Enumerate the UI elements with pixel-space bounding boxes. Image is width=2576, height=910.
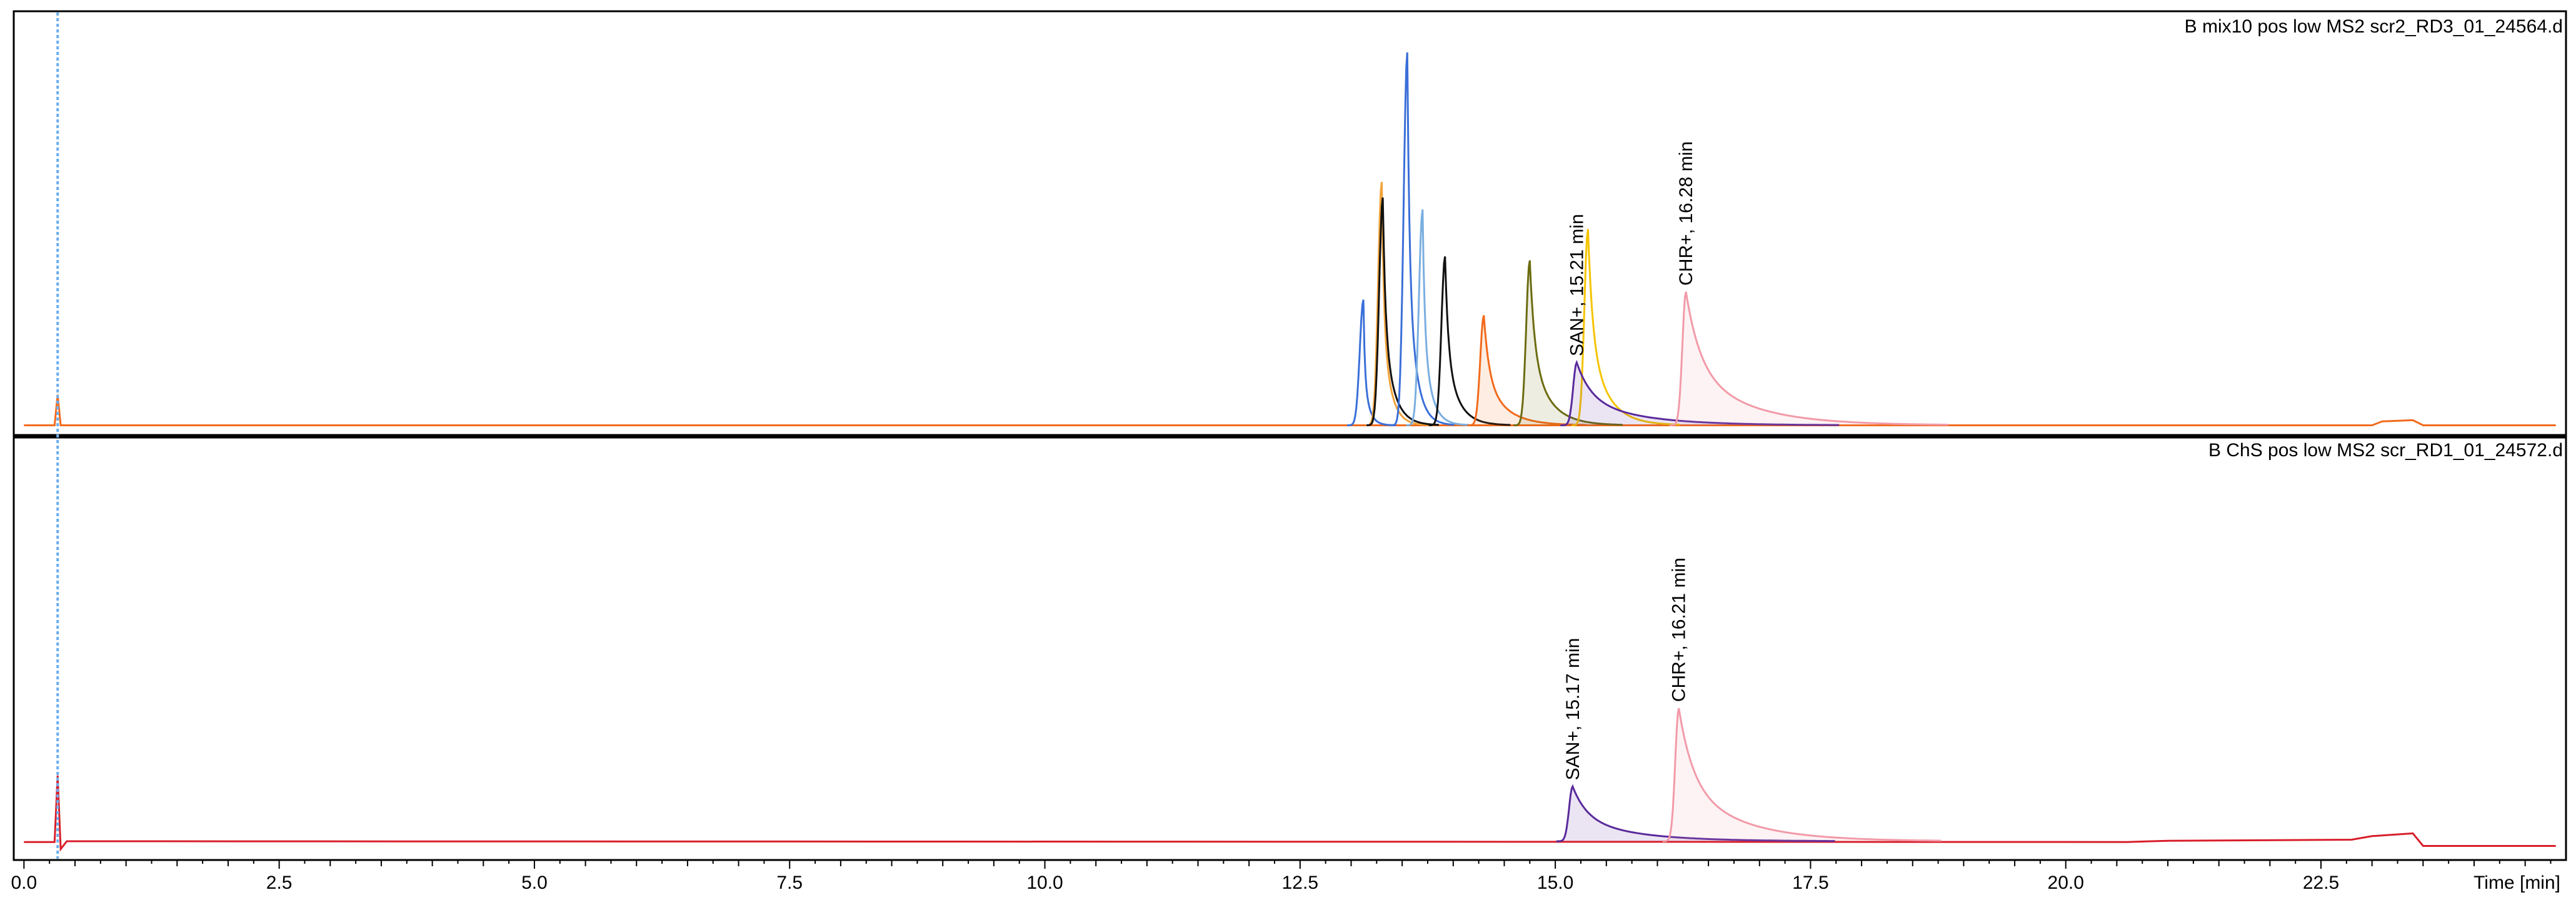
peak-annotation: CHR+, 16.21 min bbox=[1669, 558, 1690, 702]
panel-bottom-title: B ChS pos low MS2 scr_RD1_01_24572.d bbox=[2208, 440, 2563, 461]
peak-trace bbox=[1670, 291, 1948, 426]
baseline-trace bbox=[24, 775, 2556, 852]
x-axis: 0.0 2.5 5.0 7.5 10.0 12.5 15.0 17.5 20.0 22.5 Tim… bbox=[11, 860, 2560, 893]
peak-trace bbox=[1556, 784, 1835, 842]
panel-top-title: B mix10 pos low MS2 scr2_RD3_01_24564.d bbox=[2185, 16, 2563, 37]
peak-trace bbox=[1571, 229, 1680, 426]
peak-trace bbox=[1365, 181, 1429, 426]
x-tick-label: 12.5 bbox=[1282, 872, 1318, 893]
x-tick-label: 15.0 bbox=[1537, 872, 1573, 893]
peak-annotation: CHR+, 16.28 min bbox=[1676, 141, 1696, 286]
peak-fill bbox=[1513, 260, 1623, 426]
x-tick-label: 2.5 bbox=[266, 872, 293, 893]
panel-top-annotations: SAN+, 15.21 min CHR+, 16.28 min bbox=[1566, 141, 1696, 356]
x-tick-label: 17.5 bbox=[1792, 872, 1828, 893]
x-axis-ticks: 0.0 2.5 5.0 7.5 10.0 12.5 15.0 17.5 20.0 22.5 bbox=[11, 860, 2552, 893]
peak-trace bbox=[1366, 198, 1439, 426]
peak-annotation: SAN+, 15.21 min bbox=[1566, 214, 1587, 356]
panel-bottom-traces bbox=[24, 708, 2556, 852]
x-tick-label: 20.0 bbox=[2048, 872, 2084, 893]
x-tick-label: 10.0 bbox=[1026, 872, 1063, 893]
peak-annotation: SAN+, 15.17 min bbox=[1563, 638, 1583, 781]
peak-trace bbox=[1560, 359, 1840, 426]
peak-fill bbox=[1556, 786, 1836, 841]
x-tick-label: 7.5 bbox=[776, 872, 803, 893]
x-axis-unit-label: Time [min] bbox=[2473, 872, 2560, 893]
peak-trace bbox=[1391, 52, 1455, 426]
x-tick-label: 5.0 bbox=[521, 872, 548, 893]
peak-trace bbox=[1662, 708, 1942, 842]
x-tick-label: 22.5 bbox=[2303, 872, 2339, 893]
peak-trace bbox=[1513, 260, 1623, 426]
peak-fill bbox=[1467, 315, 1586, 426]
baseline-trace bbox=[24, 394, 2556, 426]
peak-trace bbox=[1428, 256, 1511, 426]
peak-fill bbox=[1560, 362, 1840, 426]
peak-fill bbox=[1670, 291, 1949, 426]
peak-fill bbox=[1662, 708, 1942, 841]
x-tick-label: 0.0 bbox=[11, 872, 37, 893]
peak-trace bbox=[1346, 299, 1396, 426]
chromatogram-panel-top: SAN+, 15.21 min CHR+, 16.28 min B mix10 p… bbox=[13, 10, 2567, 438]
panel-top-traces bbox=[24, 52, 2556, 426]
panel-bottom-annotations: SAN+, 15.17 min CHR+, 16.21 min bbox=[1563, 558, 1690, 780]
